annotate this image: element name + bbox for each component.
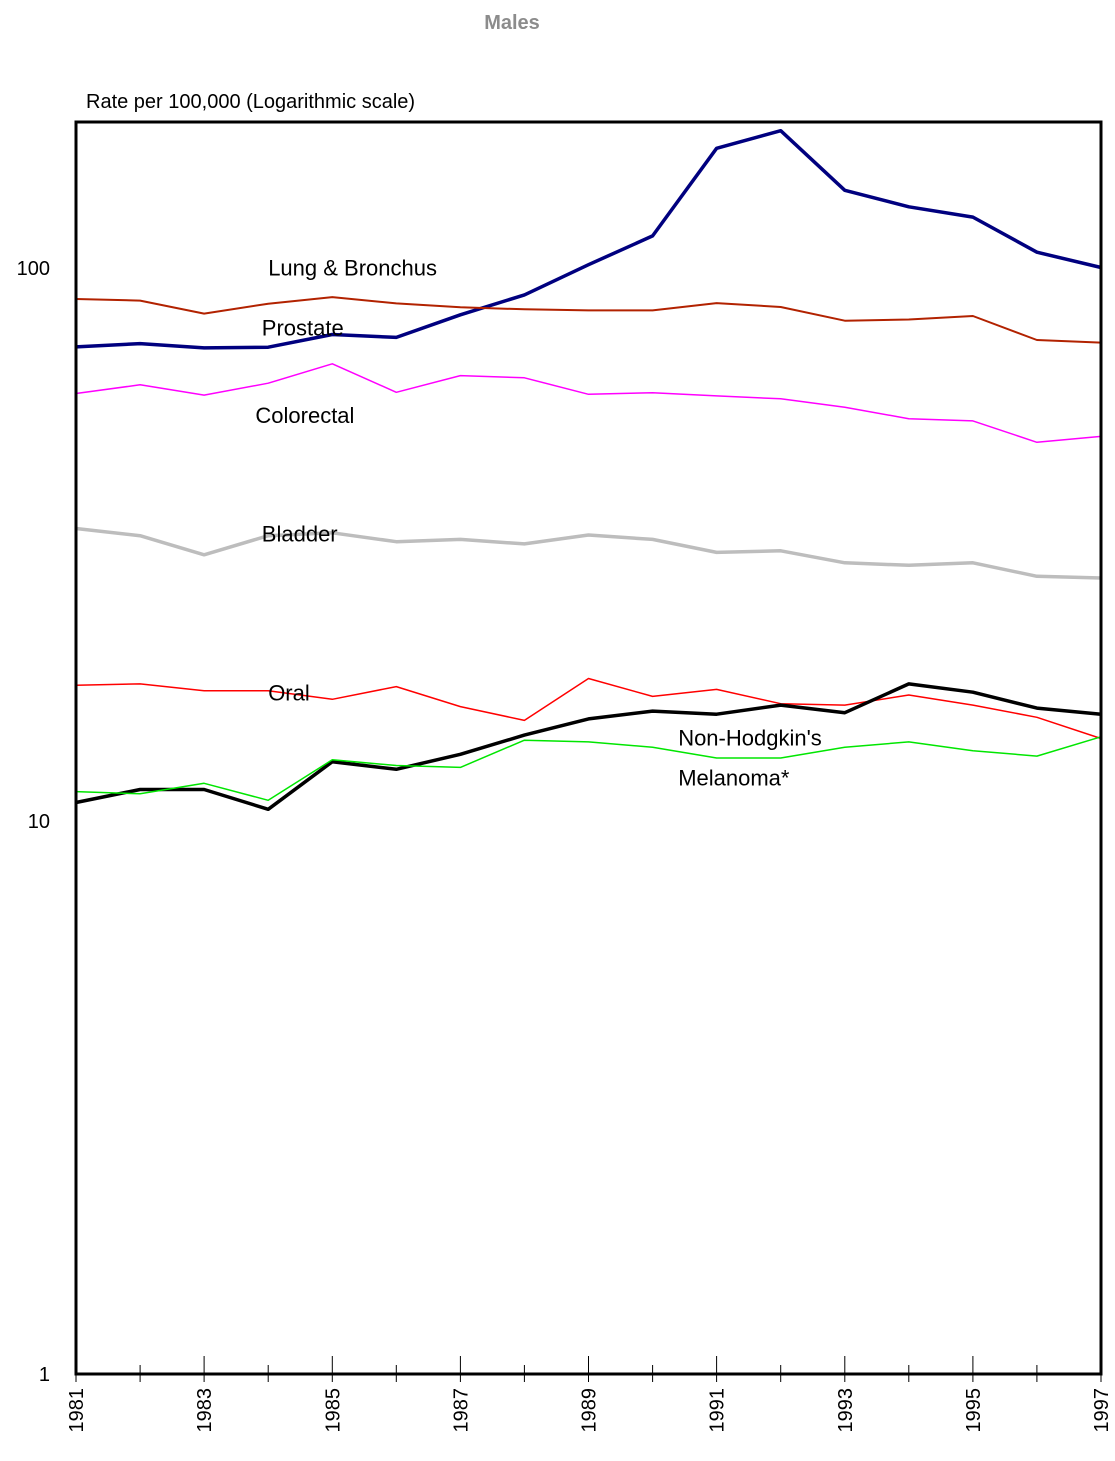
series-label: Non-Hodgkin's <box>678 725 822 750</box>
x-tick-label: 1985 <box>322 1388 344 1433</box>
y-tick-label: 100 <box>17 258 50 280</box>
series-label: Lung & Bronchus <box>268 255 437 280</box>
y-tick-label: 1 <box>39 1364 50 1386</box>
axes: 1 10 100 1981 1983 1985 1987 1989 1991 1993 1995 19… <box>17 120 1113 1433</box>
series-label: Bladder <box>262 522 338 547</box>
series-line-melanoma <box>75 736 1102 802</box>
x-tick-label: 1993 <box>835 1388 857 1433</box>
series-label: Prostate <box>262 316 344 341</box>
series-line-lung-bronchus <box>75 296 1102 344</box>
x-tick-label: 1987 <box>450 1388 472 1433</box>
x-tick-label: 1991 <box>707 1388 729 1433</box>
series-label: Oral <box>268 681 310 706</box>
chart-title: Males <box>484 12 540 34</box>
series-line-oral <box>75 677 1102 740</box>
plot-lines <box>75 128 1102 812</box>
x-tick-label: 1983 <box>194 1388 216 1433</box>
series-line-prostate <box>75 128 1102 350</box>
series-label: Melanoma* <box>678 765 790 790</box>
y-tick-label: 10 <box>28 811 50 833</box>
series-line-non-hodgkin-s <box>75 682 1102 812</box>
x-tick-label: 1989 <box>579 1388 601 1433</box>
series-line-bladder <box>75 526 1102 580</box>
series-line-colorectal <box>75 363 1102 444</box>
y-axis-label: Rate per 100,000 (Logarithmic scale) <box>86 91 415 113</box>
series-label: Colorectal <box>255 403 354 428</box>
x-tick-label: 1981 <box>66 1388 88 1433</box>
x-tick-label: 1995 <box>963 1388 985 1433</box>
series-labels: Lung & Bronchus Prostate Colorectal Bladder… <box>255 255 821 790</box>
x-tick-label: 1997 <box>1091 1388 1113 1433</box>
